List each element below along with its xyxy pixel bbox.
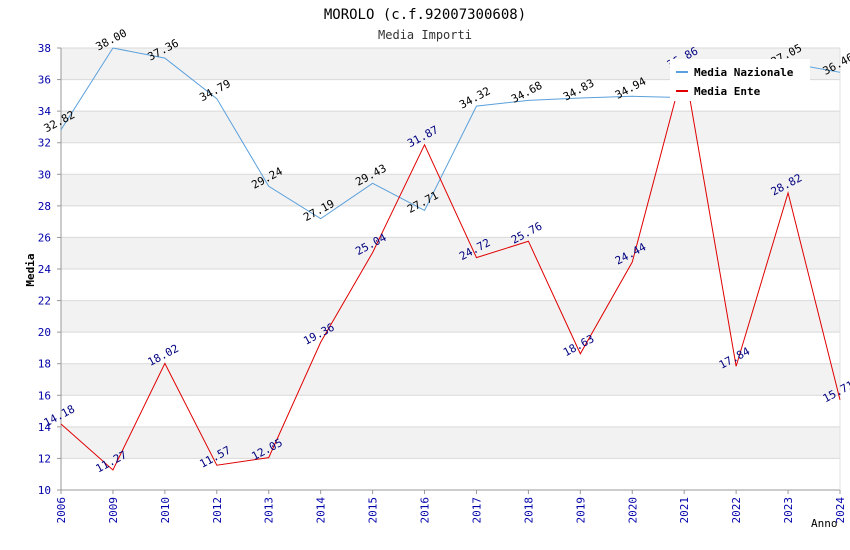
chart-title: MOROLO (c.f.92007300608) [324, 7, 526, 23]
series-line-media-ente [60, 65, 841, 471]
data-label: 18.63 [561, 332, 596, 359]
y-tick-label: 20 [38, 326, 51, 339]
data-label: 34.32 [457, 84, 492, 111]
y-tick-label: 30 [38, 168, 51, 181]
x-tick-label: 2016 [419, 497, 432, 524]
x-tick-label: 2021 [678, 497, 691, 524]
x-tick-label: 2019 [574, 497, 587, 524]
x-tick-label: 2010 [159, 497, 172, 524]
legend-label: Media Ente [694, 85, 761, 98]
legend: Media Nazionale Media Ente [670, 59, 810, 101]
background-bands [61, 48, 840, 459]
data-label: 34.83 [561, 76, 596, 103]
background-band [61, 426, 840, 459]
y-tick-label: 38 [38, 42, 51, 55]
x-tick-label: 2014 [315, 497, 328, 524]
x-tick-label: 2006 [55, 497, 68, 524]
x-tick-label: 2009 [107, 497, 120, 524]
y-tick-label: 24 [38, 263, 52, 276]
x-tick-label: 2020 [626, 497, 639, 524]
x-axis-label: Anno [811, 517, 838, 530]
x-tick-label: 2012 [211, 497, 224, 524]
y-tick-label: 22 [38, 295, 51, 308]
background-band [61, 237, 840, 269]
data-label: 34.68 [509, 79, 544, 106]
x-tick-label: 2015 [367, 497, 380, 524]
chart-subtitle: Media Importi [378, 28, 472, 42]
x-tick-label: 2017 [470, 497, 483, 524]
y-tick-label: 10 [38, 484, 51, 497]
y-axis-label: Media [24, 253, 37, 286]
legend-box [670, 59, 810, 101]
y-tick-label: 34 [38, 105, 52, 118]
y-tick-label: 26 [38, 231, 51, 244]
background-band [61, 300, 840, 333]
x-tick-label: 2024 [834, 497, 847, 524]
axes [57, 47, 841, 494]
legend-label: Media Nazionale [694, 66, 794, 79]
data-label: 34.79 [197, 77, 232, 104]
y-tick-label: 28 [38, 200, 51, 213]
x-tick-label: 2013 [263, 497, 276, 524]
x-tick-label: 2022 [730, 497, 743, 524]
data-label: 14.18 [42, 402, 77, 429]
y-tick-labels: 10 12 14 16 18 20 22 24 26 28 30 32 34 36 38 [38, 42, 52, 497]
background-band [61, 363, 840, 396]
y-tick-label: 32 [38, 137, 51, 150]
y-tick-label: 36 [38, 74, 51, 87]
y-tick-label: 12 [38, 452, 51, 465]
y-tick-label: 16 [38, 389, 51, 402]
y-tick-label: 18 [38, 358, 51, 371]
x-tick-label: 2023 [782, 497, 795, 524]
x-tick-label: 2018 [522, 497, 535, 524]
y-tick-label: 14 [38, 421, 52, 434]
x-tick-labels: 2006 2009 2010 2012 2013 2014 2015 2016 2017 2018… [55, 497, 847, 524]
background-band [61, 111, 840, 143]
